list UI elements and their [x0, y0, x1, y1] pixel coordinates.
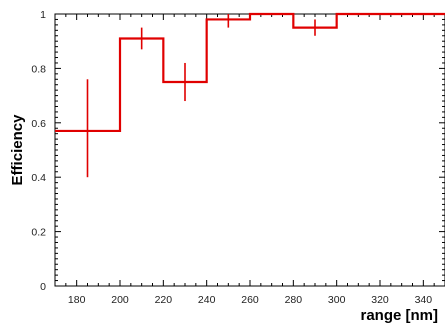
- y-axis-title: Efficiency: [9, 114, 26, 186]
- x-tick-label: 200: [111, 294, 129, 306]
- y-tick-label: 0.6: [31, 118, 46, 130]
- step-line: [55, 12, 445, 133]
- data-series: [55, 12, 445, 178]
- y-axis-ticks: 0 0.2 0.4 0.6 0.8 1: [31, 9, 445, 293]
- x-tick-label: 320: [371, 294, 389, 306]
- x-tick-label: 260: [241, 294, 259, 306]
- x-axis-title: range [nm]: [360, 307, 438, 324]
- plot-frame: [54, 13, 445, 287]
- y-tick-label: 0.8: [31, 63, 46, 75]
- y-tick-label: 0.2: [31, 227, 46, 239]
- x-tick-label: 240: [198, 294, 216, 306]
- x-tick-label: 340: [415, 294, 433, 306]
- y-tick-label: 1: [40, 9, 46, 21]
- y-tick-label: 0: [40, 281, 46, 293]
- x-tick-label: 220: [155, 294, 173, 306]
- x-axis-ticks: 180 200 220 240 260 280 300 320 340: [54, 14, 445, 306]
- x-tick-label: 280: [285, 294, 303, 306]
- x-tick-label: 300: [328, 294, 346, 306]
- y-tick-label: 0.4: [31, 172, 46, 184]
- x-tick-label: 180: [68, 294, 86, 306]
